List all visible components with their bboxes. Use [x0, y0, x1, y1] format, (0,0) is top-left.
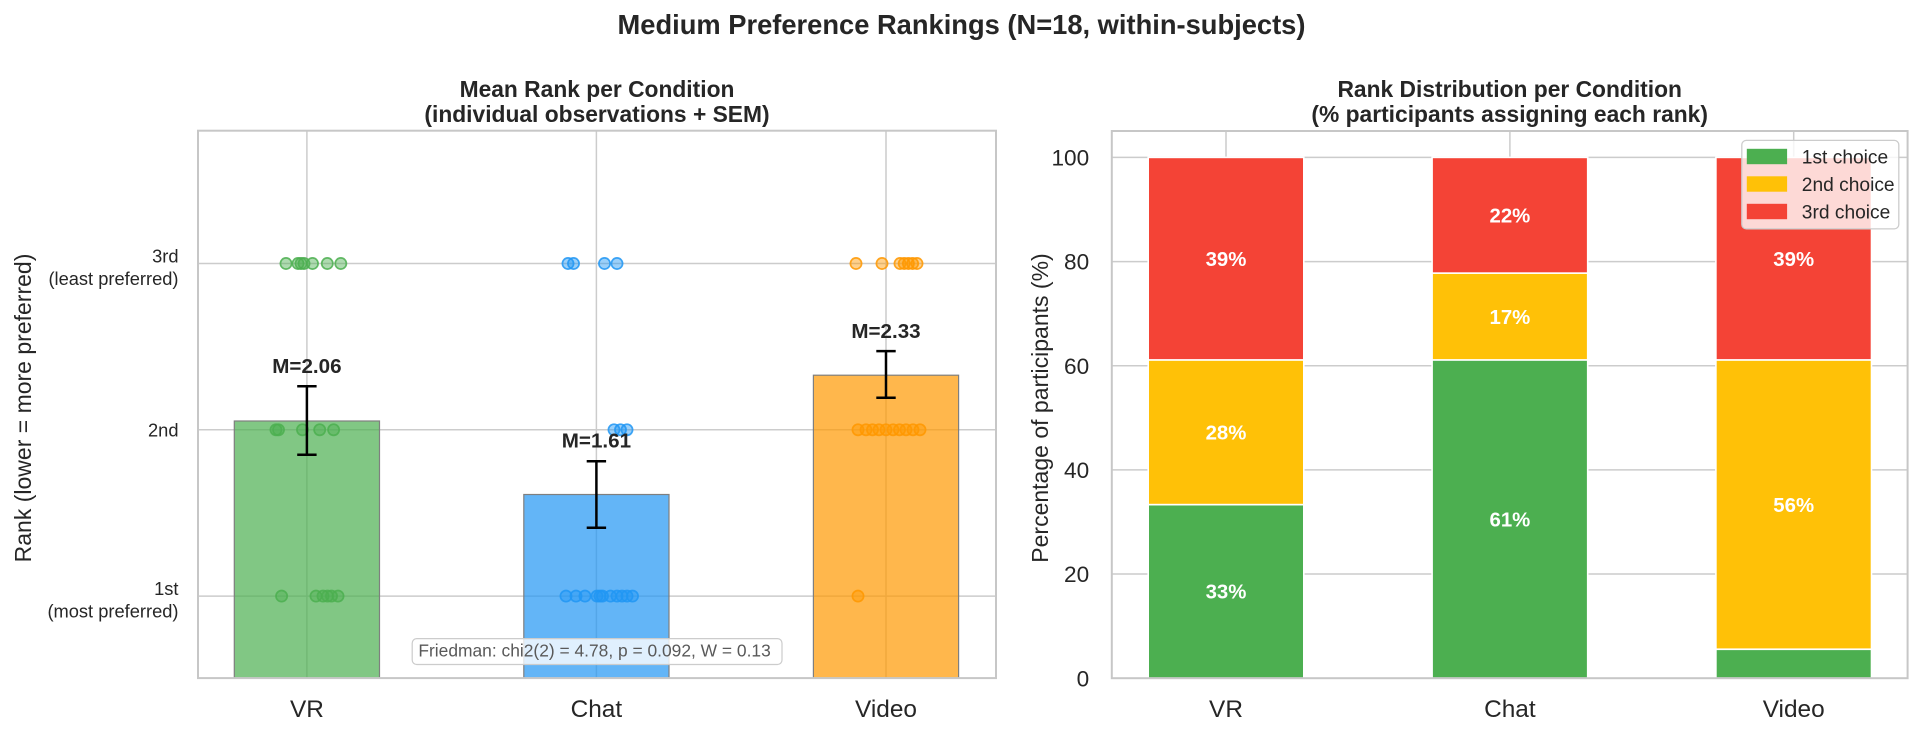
svg-text:61%: 61% — [1489, 509, 1530, 531]
svg-text:2nd choice: 2nd choice — [1802, 175, 1895, 196]
svg-text:20: 20 — [1064, 562, 1089, 587]
svg-text:56%: 56% — [1773, 495, 1814, 517]
svg-text:1st choice: 1st choice — [1802, 147, 1888, 168]
svg-text:3rd choice: 3rd choice — [1802, 202, 1891, 223]
svg-text:1st: 1st — [154, 578, 178, 599]
svg-text:VR: VR — [1209, 696, 1243, 723]
svg-text:Chat: Chat — [571, 696, 623, 723]
svg-text:3rd: 3rd — [152, 245, 178, 266]
svg-text:Rank Distribution per Conditio: Rank Distribution per Condition — [1337, 76, 1681, 102]
svg-text:Friedman: chi2(2) = 4.78, p =: Friedman: chi2(2) = 4.78, p = 0.092, W =… — [418, 640, 770, 660]
svg-text:40: 40 — [1064, 458, 1089, 483]
svg-text:39%: 39% — [1773, 249, 1814, 271]
svg-text:Video: Video — [855, 696, 917, 723]
svg-text:M=2.33: M=2.33 — [851, 320, 920, 343]
svg-text:39%: 39% — [1206, 249, 1247, 271]
svg-text:Mean Rank per Condition: Mean Rank per Condition — [460, 76, 735, 102]
svg-text:60: 60 — [1064, 354, 1089, 379]
svg-text:80: 80 — [1064, 250, 1089, 275]
svg-text:17%: 17% — [1489, 307, 1530, 329]
svg-text:Medium Preference Rankings (N=: Medium Preference Rankings (N=18, within… — [618, 9, 1306, 40]
svg-text:100: 100 — [1051, 146, 1089, 171]
svg-text:Percentage of participants (%): Percentage of participants (%) — [1027, 253, 1053, 562]
svg-text:Video: Video — [1763, 696, 1825, 723]
svg-text:Chat: Chat — [1484, 696, 1536, 723]
svg-text:(least preferred): (least preferred) — [48, 268, 178, 289]
svg-text:2nd: 2nd — [148, 420, 179, 441]
svg-text:VR: VR — [290, 696, 324, 723]
svg-text:Rank (lower = more preferred): Rank (lower = more preferred) — [10, 254, 36, 563]
svg-text:(% participants assigning each: (% participants assigning each rank) — [1311, 101, 1708, 127]
svg-text:28%: 28% — [1206, 423, 1247, 445]
svg-text:(most preferred): (most preferred) — [47, 601, 178, 622]
svg-text:22%: 22% — [1489, 206, 1530, 228]
svg-text:M=2.06: M=2.06 — [272, 355, 341, 378]
svg-text:(individual observations + SEM: (individual observations + SEM) — [424, 101, 769, 127]
svg-text:0: 0 — [1077, 666, 1090, 691]
svg-text:M=1.61: M=1.61 — [562, 430, 631, 453]
svg-text:33%: 33% — [1206, 582, 1247, 604]
